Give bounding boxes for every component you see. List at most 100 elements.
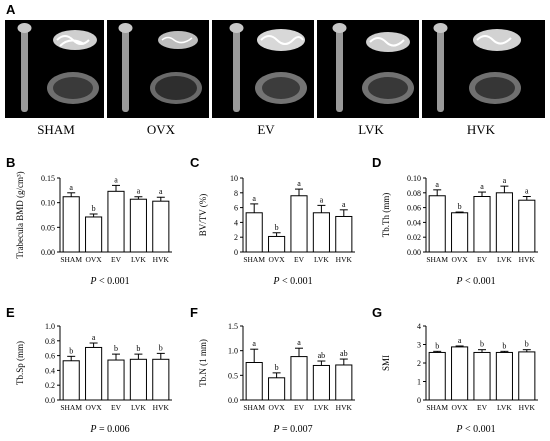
image-label-hvk: HVK	[466, 122, 496, 137]
y-tick-label: 6	[234, 204, 238, 213]
image-label-ev: EV	[257, 122, 275, 137]
image-label-ovx: OVX	[146, 122, 176, 137]
y-tick-label: 8	[234, 189, 238, 198]
panel-letter-a: A	[6, 2, 16, 17]
significance-letter: ab	[318, 351, 326, 360]
p-value-g: P < 0.001	[456, 424, 496, 435]
chart-g: 0 1 2 3 4 SMI b SHAM a OVX b EV b LVK b HVK	[381, 322, 538, 412]
bar	[312, 364, 330, 401]
x-tick-label: SHAM	[60, 403, 82, 412]
significance-letter: b	[159, 343, 163, 352]
bar	[451, 346, 469, 401]
bar	[129, 198, 147, 253]
significance-letter: b	[92, 204, 96, 213]
chart-f: 0.0 0.5 1.0 1.5 Tb.N (1 mm) a SHAM b OVX a EV ab LVK…	[198, 322, 355, 412]
y-axis-label: Tb.N (1 mm)	[198, 339, 208, 387]
y-tick-label: 0.2	[45, 381, 55, 390]
significance-letter: a	[320, 195, 324, 204]
bar	[129, 358, 147, 401]
chart-d: 0.00 0.02 0.04 0.06 0.08 0.10 Tb.Th (mm) a SHAM b…	[381, 174, 538, 264]
x-tick-label: SHAM	[243, 255, 265, 264]
bar	[312, 212, 330, 253]
y-axis-label: BV/TV (%)	[198, 194, 208, 237]
significance-letter: b	[136, 344, 140, 353]
bar	[245, 362, 263, 401]
x-tick-label: OVX	[451, 255, 468, 264]
y-tick-label: 2	[234, 233, 238, 242]
x-tick-label: HVK	[336, 255, 353, 264]
x-tick-label: OVX	[268, 403, 285, 412]
x-tick-label: LVK	[497, 403, 512, 412]
x-tick-label: HVK	[519, 403, 536, 412]
significance-letter: a	[480, 182, 484, 191]
significance-letter: a	[114, 175, 118, 184]
significance-letter: a	[458, 336, 462, 345]
micro-ct-image-lvk	[320, 20, 422, 118]
y-axis-label: SMI	[381, 355, 391, 371]
significance-letter: b	[275, 223, 279, 232]
bar	[62, 360, 80, 401]
significance-letter: b	[114, 344, 118, 353]
significance-letter: a	[159, 187, 163, 196]
bar	[152, 200, 170, 253]
significance-letter: a	[525, 187, 529, 196]
x-tick-label: LVK	[131, 255, 146, 264]
panel-letter-d: D	[372, 155, 382, 170]
panel-letter-f: F	[190, 305, 198, 320]
y-tick-label: 0.08	[407, 189, 421, 198]
bar	[518, 199, 536, 253]
panel-letter-b: B	[6, 155, 16, 170]
significance-letter: a	[342, 200, 346, 209]
x-tick-label: EV	[294, 403, 305, 412]
x-tick-label: LVK	[131, 403, 146, 412]
x-tick-label: LVK	[314, 255, 329, 264]
x-tick-label: HVK	[153, 403, 170, 412]
micro-ct-image-ev-graphic	[229, 23, 307, 112]
significance-letter: a	[297, 179, 301, 188]
micro-ct-image-strip	[5, 20, 545, 118]
panel-letter-c: C	[190, 155, 200, 170]
bar	[335, 215, 353, 253]
significance-letter: b	[69, 346, 73, 355]
significance-letter: b	[525, 340, 529, 349]
significance-letter: a	[252, 194, 256, 203]
significance-letter: a	[69, 183, 73, 192]
y-tick-label: 0.00	[41, 248, 55, 257]
bar	[62, 196, 80, 253]
x-tick-label: SHAM	[243, 403, 265, 412]
y-tick-label: 1	[417, 378, 421, 387]
significance-letter: a	[137, 187, 141, 196]
micro-ct-image-lvk-graphic	[332, 23, 414, 112]
bar	[495, 192, 513, 253]
y-tick-label: 1.0	[228, 347, 238, 356]
y-tick-label: 0.02	[407, 233, 421, 242]
micro-ct-image-hvk-graphic	[433, 23, 521, 112]
y-tick-label: 0.00	[407, 248, 421, 257]
y-axis-label: Tb.Sp (mm)	[15, 341, 25, 385]
micro-ct-image-ovx	[110, 20, 212, 118]
y-tick-label: 0.6	[45, 352, 55, 361]
significance-letter: a	[435, 180, 439, 189]
bar	[107, 359, 125, 401]
x-tick-label: HVK	[519, 255, 536, 264]
x-tick-label: OVX	[85, 403, 102, 412]
bar	[290, 356, 308, 401]
y-tick-label: 0.04	[407, 218, 421, 227]
x-tick-label: OVX	[268, 255, 285, 264]
y-tick-label: 0.10	[41, 199, 55, 208]
p-value-d: P < 0.001	[456, 276, 496, 287]
y-tick-label: 1.0	[45, 322, 55, 331]
x-tick-label: SHAM	[426, 403, 448, 412]
chart-c: 0 2 4 6 8 10 BV/TV (%) a SHAM b OVX a EV a LVK a HVK	[198, 174, 355, 264]
y-axis-label: Trabecula BMD (g/cm³)	[15, 171, 25, 258]
panel-letter-g: G	[372, 305, 383, 320]
x-tick-label: SHAM	[426, 255, 448, 264]
x-tick-label: OVX	[85, 255, 102, 264]
bar	[245, 212, 263, 253]
bar	[495, 351, 513, 401]
bar	[473, 351, 491, 401]
bar	[152, 358, 170, 401]
panel-letter-e: E	[6, 305, 15, 320]
significance-letter: b	[458, 202, 462, 211]
y-tick-label: 1.5	[228, 322, 238, 331]
